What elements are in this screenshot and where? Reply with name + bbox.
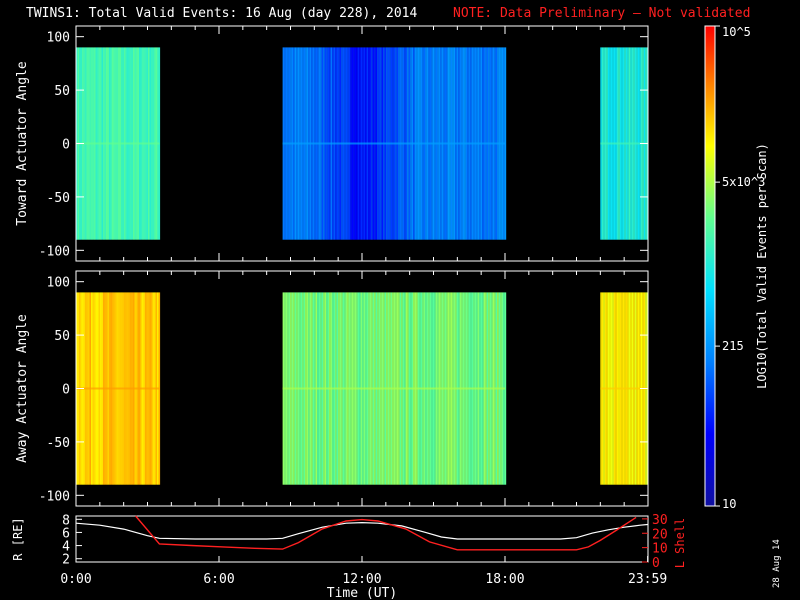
y2-axis-label: L Shell [673, 518, 687, 569]
colorbar-tick-label: 10^5 [722, 25, 751, 39]
y-tick-label: 0 [62, 383, 70, 398]
x-tick-label: 6:00 [203, 572, 234, 587]
y-tick-label: -50 [47, 436, 70, 451]
data-block [76, 292, 161, 485]
toward-angle-panel: 100 50 0 -50 -100 Toward Actuator Angle [15, 25, 649, 262]
y-tick-label: -100 [39, 244, 70, 259]
heat-column [504, 292, 507, 485]
colorbar-tick-label: 215 [722, 339, 744, 353]
y-tick-label: -100 [39, 489, 70, 504]
colorbar-tick-label: 10 [722, 497, 736, 511]
y-tick-label: -50 [47, 191, 70, 206]
data-block [600, 47, 649, 240]
preliminary-note: NOTE: Data Preliminary — Not validated [453, 6, 751, 21]
y2-tick-label: 0 [652, 556, 660, 571]
x-tick-label: 12:00 [342, 572, 381, 587]
data-block [282, 292, 507, 485]
colorbar-ramp [704, 25, 716, 507]
y2-tick-label: 30 [652, 513, 668, 528]
y-tick-label: 0 [62, 138, 70, 153]
y2-tick-label: 20 [652, 527, 668, 542]
colorbar-tick-label: 5x10^3 [722, 175, 765, 189]
y2-tick-label: 10 [652, 542, 668, 557]
x-tick-label: 23:59 [628, 572, 667, 587]
y-axis-label: Toward Actuator Angle [15, 61, 30, 226]
y-tick-label: 6 [62, 526, 70, 541]
x-tick-label: 0:00 [60, 572, 91, 587]
orbit-lines [75, 515, 648, 551]
y-tick-label: 50 [54, 84, 70, 99]
colorbar-label: LOG10(Total Valid Events per Scan) [755, 143, 769, 389]
y-tick-label: 50 [54, 329, 70, 344]
y-tick-label: 100 [47, 276, 70, 291]
away-angle-panel: 100 50 0 -50 -100 Away Actuator Angle [15, 270, 649, 507]
colorbar: 10 215 5x10^3 10^5 LOG10(Total Valid Events … [704, 25, 769, 511]
y-tick-label: 4 [62, 540, 70, 555]
lshell-series-line [135, 515, 637, 551]
y-tick-label: 100 [47, 31, 70, 46]
heat-column [504, 47, 507, 240]
x-tick-label: 18:00 [485, 572, 524, 587]
y-axis-label: Away Actuator Angle [15, 314, 30, 463]
y-tick-label: 2 [62, 553, 70, 568]
y-tick-label: 8 [62, 513, 70, 528]
y-axis-label: R [RE] [11, 517, 25, 560]
data-block [76, 47, 161, 240]
chart-title: TWINS1: Total Valid Events: 16 Aug (day … [26, 6, 418, 21]
data-block [282, 47, 507, 240]
x-axis-label: Time (UT) [327, 586, 397, 600]
